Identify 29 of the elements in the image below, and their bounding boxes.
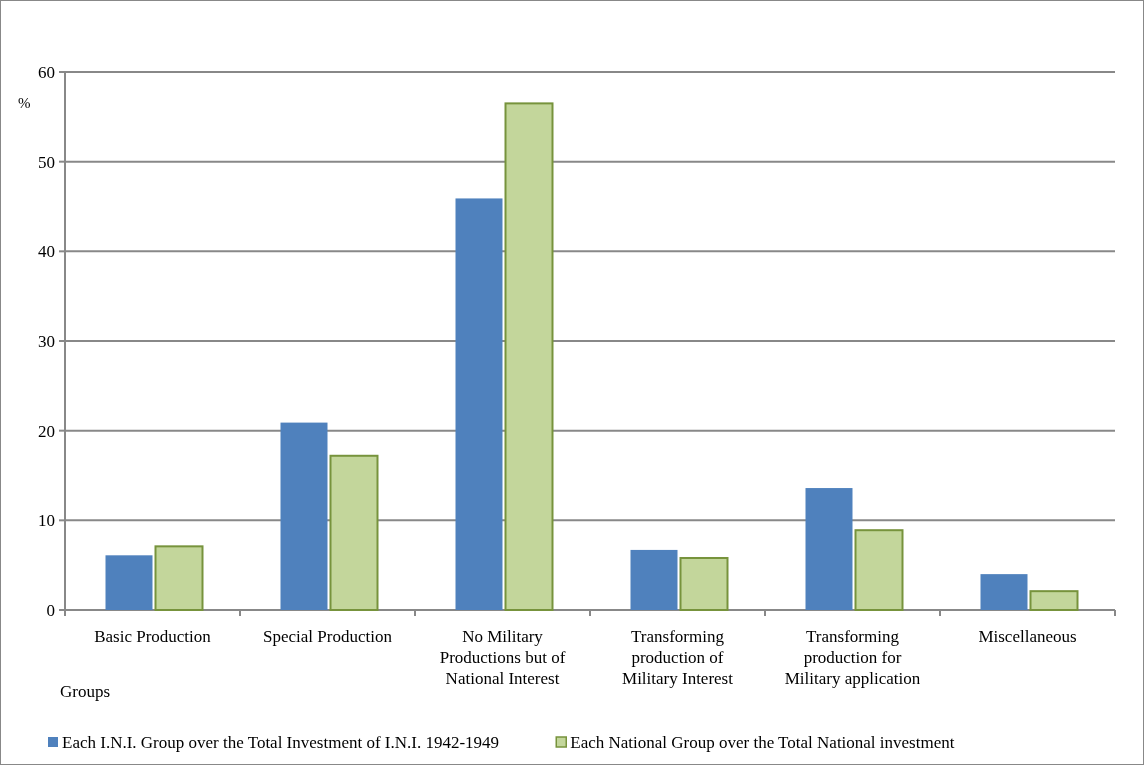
bar bbox=[455, 198, 503, 610]
y-tick-label: 60 bbox=[38, 62, 55, 82]
legend-label: Each National Group over the Total National investment bbox=[570, 733, 955, 752]
x-tick-label: No Military Productions but of National Interest bbox=[439, 627, 566, 688]
bar bbox=[154, 545, 204, 611]
bar bbox=[1029, 590, 1079, 611]
y-tick-label: 0 bbox=[46, 600, 55, 620]
y-tick-label: 50 bbox=[38, 152, 55, 172]
x-tick-label: Special Production bbox=[263, 627, 393, 646]
bar bbox=[105, 555, 153, 610]
bar bbox=[980, 574, 1028, 610]
bar bbox=[854, 529, 904, 611]
y-axis-title: % bbox=[18, 95, 31, 111]
bar bbox=[805, 488, 853, 610]
bar bbox=[630, 549, 678, 610]
bar bbox=[504, 102, 554, 611]
x-tick-label: Miscellaneous bbox=[978, 627, 1077, 646]
x-tick-label: Transforming production of Military Interest bbox=[622, 627, 734, 688]
x-tick-label: Transforming production for Military application bbox=[784, 627, 921, 688]
bar bbox=[679, 556, 729, 611]
x-axis-title: Groups bbox=[60, 682, 111, 701]
y-tick-label: 10 bbox=[38, 511, 55, 531]
y-tick-label: 20 bbox=[38, 421, 55, 441]
bar bbox=[280, 422, 328, 610]
x-tick-label: Basic Production bbox=[94, 627, 212, 646]
legend-label: Each I.N.I. Group over the Total Investment of I.N.I. 1942-1949 bbox=[62, 733, 500, 752]
bar bbox=[329, 454, 379, 611]
y-tick-label: 40 bbox=[38, 242, 55, 262]
y-tick-label: 30 bbox=[38, 331, 55, 351]
